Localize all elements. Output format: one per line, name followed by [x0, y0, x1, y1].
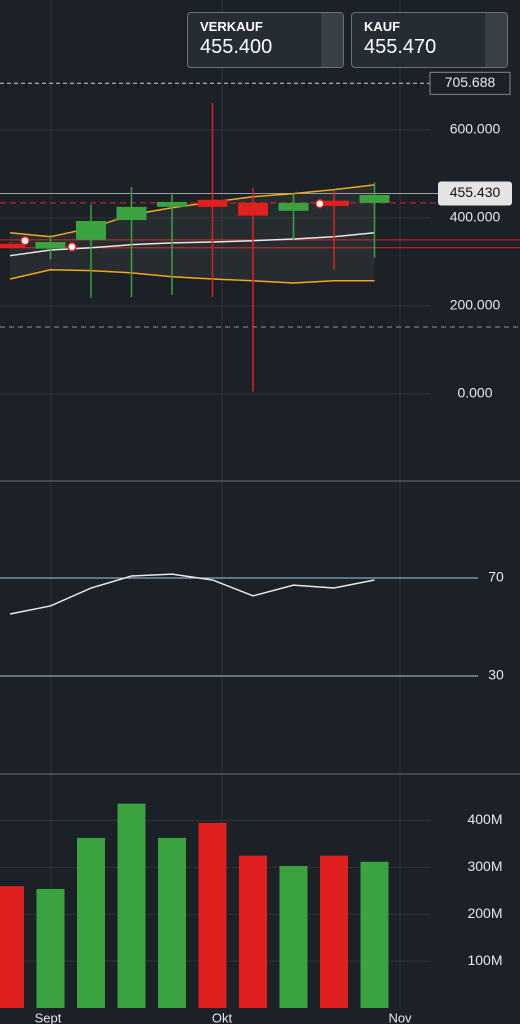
- high-box: [429, 71, 511, 95]
- rsi-tick-label: 30: [488, 667, 504, 683]
- band-lower: [9, 269, 375, 284]
- volume-bar: [360, 861, 389, 1008]
- volume-tick-label: 300M: [467, 858, 502, 874]
- volume-bar: [198, 822, 227, 1008]
- y-tick-label: 200.000: [450, 297, 501, 313]
- sell-button[interactable]: VERKAUF 455.400: [187, 12, 344, 68]
- buy-button[interactable]: KAUF 455.470: [351, 12, 508, 68]
- candle-body: [359, 194, 390, 203]
- high-label: 705.688: [445, 74, 496, 90]
- buy-label: KAUF: [364, 19, 401, 34]
- y-tick-label: 600.000: [450, 121, 501, 137]
- y-tick-label: 0.000: [457, 385, 492, 401]
- sar-dot: [67, 242, 77, 252]
- candle-body: [319, 200, 349, 206]
- button-side: [485, 13, 507, 67]
- volume-bar: [117, 803, 146, 1008]
- button-side: [321, 13, 343, 67]
- volume-tick-label: 100M: [467, 952, 502, 968]
- volume-bar: [279, 865, 308, 1008]
- candle-body: [278, 202, 309, 211]
- candle-body: [0, 243, 25, 248]
- sar-dot: [20, 235, 30, 246]
- candle-body: [76, 220, 106, 240]
- candle-body: [197, 199, 228, 207]
- volume-bar: [36, 888, 65, 1008]
- candle-body: [116, 206, 147, 221]
- buy-price: 455.470: [364, 36, 437, 58]
- volume-tick-label: 400M: [467, 811, 502, 827]
- rsi-tick-label: 70: [488, 569, 504, 585]
- sell-label: VERKAUF: [200, 19, 263, 34]
- band-upper: [9, 184, 375, 238]
- x-label: Nov: [388, 1010, 412, 1024]
- volume-bar: [77, 837, 105, 1008]
- rsi-line: [9, 573, 375, 615]
- volume-bar: [0, 886, 24, 1008]
- volume-bar: [158, 837, 186, 1008]
- volume-bar: [239, 855, 267, 1008]
- candle-body: [157, 201, 187, 207]
- sar-dot: [315, 199, 325, 209]
- last-price-label: 455.430: [450, 184, 501, 200]
- sell-price: 455.400: [200, 36, 273, 58]
- candle-body: [35, 242, 66, 249]
- candle-body: [238, 202, 268, 216]
- last-price-box: [438, 181, 512, 206]
- volume-tick-label: 200M: [467, 905, 502, 921]
- volume-bar: [320, 855, 348, 1008]
- y-tick-label: 400.000: [450, 209, 501, 225]
- x-label: Sept: [35, 1010, 62, 1024]
- x-label: Okt: [212, 1010, 233, 1024]
